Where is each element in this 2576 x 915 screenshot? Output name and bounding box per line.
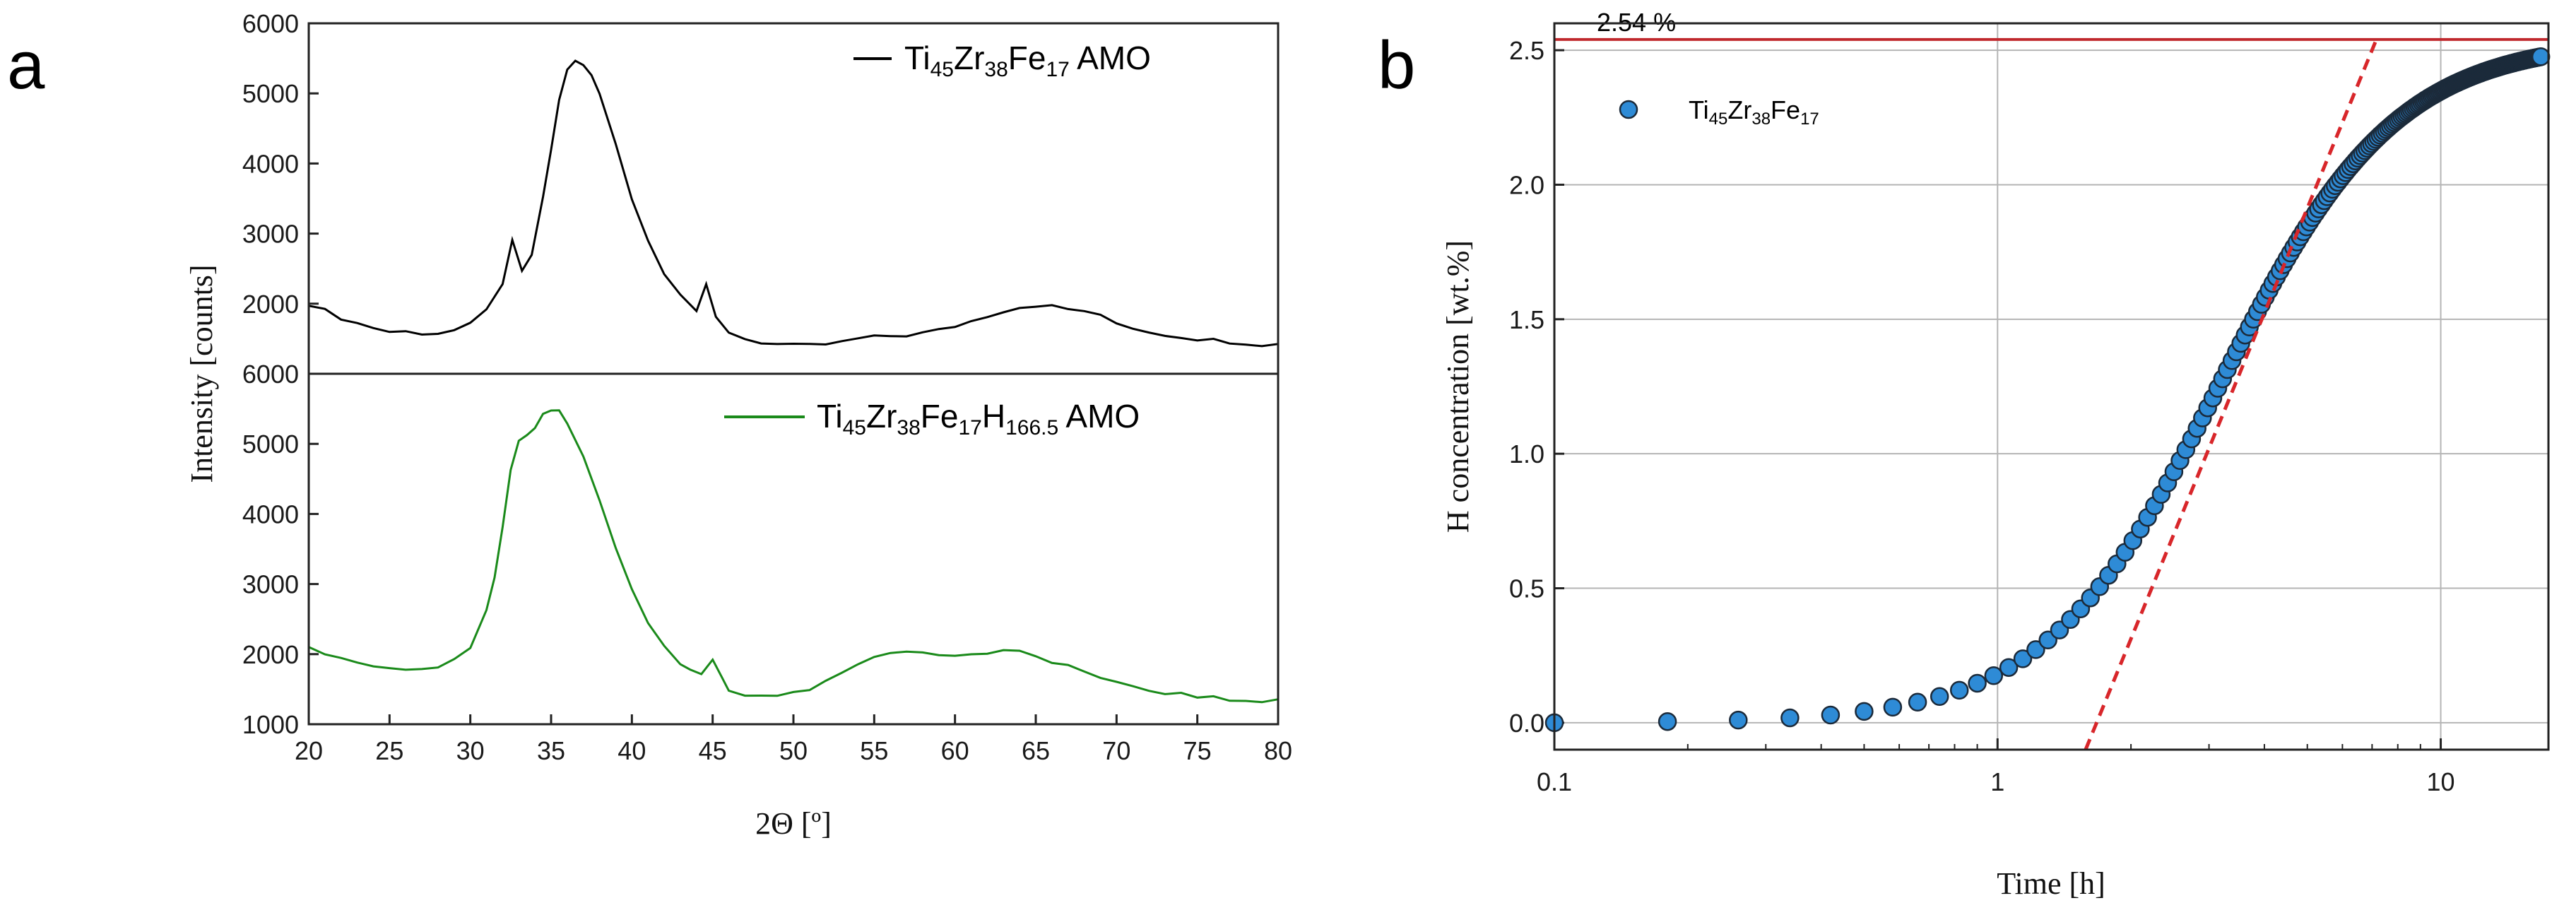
x-tick-label: 80 <box>1264 736 1292 765</box>
x-tick-label: 20 <box>295 736 323 765</box>
panel-b-x-axis-title: Time [h] <box>1997 866 2105 901</box>
data-point <box>1908 692 1927 712</box>
series-line-ti45zr38fe17h166-amo <box>308 409 1279 704</box>
data-point <box>1780 708 1800 728</box>
data-point <box>2013 649 2033 668</box>
series-line-ti45zr38fe17-amo <box>308 59 1279 348</box>
data-point <box>1658 712 1677 731</box>
data-point <box>1949 680 1969 700</box>
x-tick-label: 75 <box>1183 736 1212 765</box>
x-tick-label: 1 <box>1990 767 2004 796</box>
y-tick-label: 5000 <box>242 430 299 459</box>
y-tick-label: 5000 <box>242 79 299 108</box>
panel-a-top-y-ticks: 2000 3000 4000 5000 6000 <box>242 9 319 319</box>
data-point <box>1883 697 1903 717</box>
panel-b-chart: 0.0 0.5 1.0 1.5 2.0 2.5 0.1 1 10 2.54 % Ti45Zr3… <box>1441 8 2551 901</box>
x-tick-label: 30 <box>456 736 485 765</box>
legend-top-label: Ti45Zr38Fe17 AMO <box>904 40 1151 81</box>
panel-b-y-ticks: 0.0 0.5 1.0 1.5 2.0 2.5 <box>1509 36 1564 738</box>
data-point <box>2026 640 2045 659</box>
x-tick-label: 50 <box>779 736 808 765</box>
panel-a-y-axis-title: Intensity [counts] <box>184 264 219 483</box>
panel-b-frame <box>1553 22 2550 751</box>
panel-b-grid <box>1554 23 2548 750</box>
panel-a-bottom-y-ticks: 1000 2000 3000 4000 5000 6000 <box>242 360 319 739</box>
y-tick-label: 1.5 <box>1509 305 1544 334</box>
x-tick-label: 40 <box>618 736 646 765</box>
y-tick-label: 6000 <box>242 360 299 389</box>
panel-b-data-points <box>1544 47 2551 733</box>
y-tick-label: 4000 <box>242 500 299 529</box>
panel-b-y-axis-title: H concentration [wt.%] <box>1441 240 1475 533</box>
x-tick-label: 10 <box>2427 767 2455 796</box>
y-tick-label: 3000 <box>242 570 299 599</box>
panel-a-chart: 2000 3000 4000 5000 6000 1000 2000 3000 4000 500… <box>184 9 1292 841</box>
x-tick-label: 25 <box>375 736 403 765</box>
x-tick-label: 35 <box>537 736 565 765</box>
data-point <box>1729 710 1748 730</box>
y-tick-label: 6000 <box>242 9 299 38</box>
data-point <box>2531 47 2551 66</box>
y-tick-label: 2000 <box>242 640 299 669</box>
y-tick-label: 2.0 <box>1509 170 1544 199</box>
data-point <box>1855 702 1874 721</box>
legend-panel-b: Ti45Zr38Fe17 <box>1619 95 1819 129</box>
legend-bottom: Ti45Zr38Fe17H166.5 AMO <box>724 398 1140 439</box>
panel-a-x-axis-title: 2Θ [º] <box>755 806 832 841</box>
panel-letter-b: b <box>1378 28 1415 103</box>
saturation-label: 2.54 % <box>1597 8 1676 37</box>
y-tick-label: 1.0 <box>1509 439 1544 468</box>
x-tick-label: 60 <box>941 736 969 765</box>
panel-a-x-ticks: 20 25 30 35 40 45 50 55 60 65 70 75 80 <box>295 714 1292 765</box>
y-tick-label: 0.0 <box>1509 709 1544 738</box>
data-point <box>1984 666 2004 685</box>
x-tick-label: 70 <box>1102 736 1130 765</box>
x-tick-label: 55 <box>860 736 888 765</box>
data-point <box>1999 658 2019 677</box>
y-tick-label: 4000 <box>242 149 299 178</box>
y-tick-label: 3000 <box>242 220 299 249</box>
y-tick-label: 1000 <box>242 710 299 739</box>
x-tick-label: 45 <box>699 736 727 765</box>
legend-marker-ti45zr38fe17 <box>1619 100 1638 119</box>
legend-top: Ti45Zr38Fe17 AMO <box>853 40 1151 81</box>
panel-b-x-ticks: 0.1 1 10 <box>1537 738 2455 796</box>
y-tick-label: 2000 <box>242 290 299 319</box>
x-tick-label: 65 <box>1022 736 1050 765</box>
panel-letter-a: a <box>7 28 45 103</box>
data-point <box>1930 687 1949 707</box>
y-tick-label: 0.5 <box>1509 574 1544 603</box>
legend-bottom-label: Ti45Zr38Fe17H166.5 AMO <box>817 398 1140 439</box>
x-tick-label: 0.1 <box>1537 767 1572 796</box>
legend-label-ti45zr38fe17: Ti45Zr38Fe17 <box>1689 95 1819 129</box>
data-point <box>1968 673 1987 693</box>
data-point <box>1821 705 1841 725</box>
y-tick-label: 2.5 <box>1509 36 1544 65</box>
